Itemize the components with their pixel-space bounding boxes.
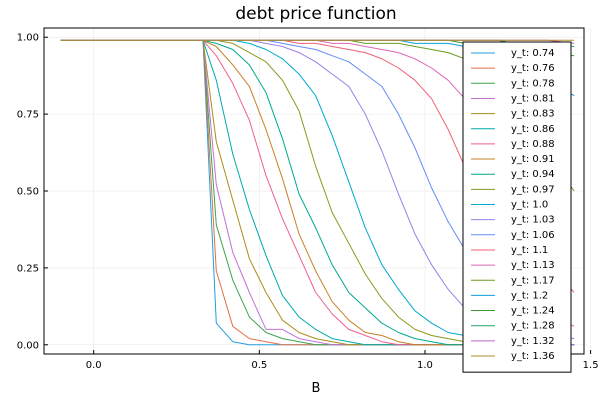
x-axis-ticks: 0.0 0.5 1.0 1.5 — [86, 350, 599, 371]
legend-entry-label: y_t: 1.36 — [511, 351, 555, 362]
legend-entry-label: y_t: 0.91 — [511, 154, 555, 165]
y-tick-label: 1.00 — [17, 33, 39, 44]
legend-entry-label: y_t: 1.24 — [511, 306, 555, 317]
legend-entry-label: y_t: 1.32 — [511, 336, 555, 347]
legend-entry-label: y_t: 1.1 — [511, 245, 548, 256]
legend-entry-label: y_t: 0.81 — [511, 93, 555, 104]
legend-box — [462, 41, 572, 373]
legend-entry-label: y_t: 0.94 — [511, 169, 555, 180]
y-tick-label: 0.25 — [17, 263, 39, 274]
x-tick-label: 0.5 — [251, 360, 267, 371]
legend-entry-label: y_t: 1.03 — [511, 215, 555, 226]
legend-entry-label: y_t: 1.0 — [511, 200, 548, 211]
legend: y_t: 0.74 y_t: 0.76 y_t: 0.78 y_t: 0.81 y_t:… — [462, 41, 572, 373]
x-axis-label: B — [312, 381, 321, 396]
y-tick-label: 0.75 — [17, 110, 39, 121]
legend-entry-label: y_t: 1.06 — [511, 230, 555, 241]
legend-entry-label: y_t: 1.2 — [511, 290, 548, 301]
x-tick-label: 1.0 — [417, 360, 433, 371]
legend-entry-label: y_t: 0.78 — [511, 78, 555, 89]
y-tick-label: 0.50 — [17, 187, 39, 198]
chart-title: debt price function — [235, 4, 396, 24]
legend-entry-label: y_t: 0.88 — [511, 139, 555, 150]
legend-entry-label: y_t: 1.17 — [511, 275, 555, 286]
y-axis-ticks: 0.00 0.25 0.50 0.75 1.00 — [17, 33, 48, 351]
legend-entry-label: y_t: 1.13 — [511, 260, 555, 271]
x-tick-label: 1.5 — [583, 360, 599, 371]
legend-entry-label: y_t: 1.28 — [511, 321, 555, 332]
legend-entry-label: y_t: 0.83 — [511, 109, 555, 120]
legend-entry-label: y_t: 0.97 — [511, 184, 555, 195]
x-tick-label: 0.0 — [86, 360, 102, 371]
legend-entry-label: y_t: 0.86 — [511, 124, 555, 135]
legend-entry-label: y_t: 0.76 — [511, 63, 555, 74]
y-tick-label: 0.00 — [17, 340, 39, 351]
legend-entry-label: y_t: 0.74 — [511, 48, 555, 59]
